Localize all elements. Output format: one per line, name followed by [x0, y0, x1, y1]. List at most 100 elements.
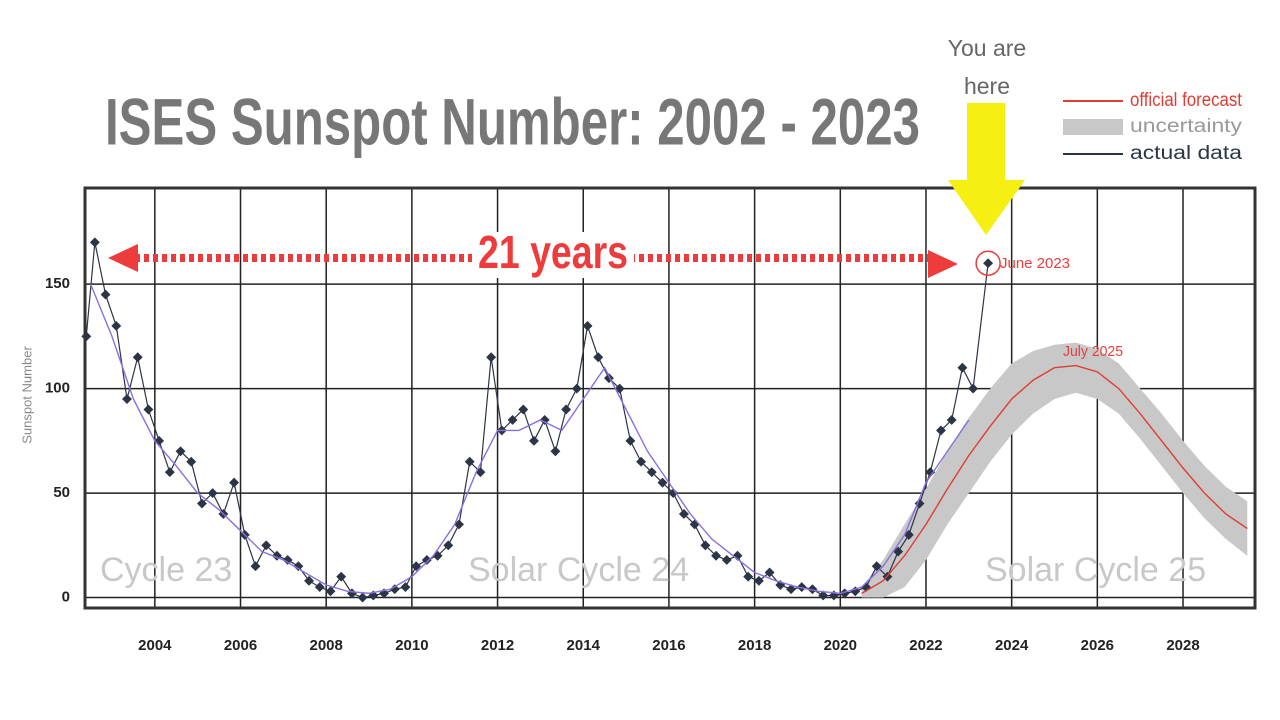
data-point: [807, 584, 818, 595]
data-point: [700, 540, 711, 551]
data-point: [539, 414, 550, 425]
x-tick-label: 2022: [909, 637, 942, 654]
data-point: [668, 488, 679, 499]
data-point: [983, 258, 994, 269]
plot-frame: [83, 186, 1257, 610]
data-point: [411, 561, 422, 572]
legend-label: actual data: [1130, 143, 1243, 164]
data-point: [711, 550, 722, 561]
x-tick-label: 2008: [310, 637, 343, 654]
data-point: [400, 582, 411, 593]
data-point: [957, 362, 968, 373]
y-tick-label: 100: [45, 380, 70, 397]
chart-title: ISES Sunspot Number: 2002 - 2023: [105, 84, 920, 158]
data-point: [197, 498, 207, 509]
current-circle: [975, 250, 1001, 276]
you-are-here-arrow: [948, 103, 1025, 235]
x-tick-label: 2006: [224, 637, 257, 654]
data-point: [421, 554, 432, 565]
data-point: [250, 561, 261, 572]
data-point: [357, 592, 368, 603]
data-point: [593, 352, 604, 363]
data-point: [261, 540, 272, 551]
data-point: [282, 554, 293, 565]
data-point: [657, 477, 668, 488]
span-arrow-head: [108, 244, 138, 272]
legend-label: uncertainty: [1130, 116, 1243, 137]
data-point: [207, 488, 218, 499]
legend-label: official forecast: [1130, 90, 1243, 111]
data-point: [625, 435, 636, 446]
data-point: [89, 237, 100, 248]
x-tick-label: 2028: [1166, 637, 1199, 654]
data-point: [143, 404, 154, 415]
data-point: [903, 529, 914, 540]
data-point: [100, 289, 111, 300]
data-point: [946, 414, 957, 425]
data-point: [968, 383, 979, 394]
data-point: [753, 575, 764, 586]
data-point: [786, 584, 796, 595]
span-label: 21 years: [478, 226, 628, 278]
data-point: [571, 383, 582, 394]
data-point: [550, 446, 561, 457]
x-tick-label: 2016: [652, 637, 685, 654]
x-tick-label: 2026: [1081, 637, 1114, 654]
data-point: [111, 320, 122, 331]
data-point: [764, 567, 775, 578]
data-point: [164, 467, 175, 478]
series-line: [85, 242, 989, 599]
series-line: [89, 283, 970, 595]
x-tick-label: 2014: [567, 637, 601, 654]
current-label: June 2023: [1000, 255, 1070, 272]
x-tick-label: 2012: [481, 637, 514, 654]
data-point: [871, 561, 882, 572]
peak-label: July 2025: [1063, 343, 1123, 360]
data-point: [678, 509, 689, 519]
data-point: [818, 590, 829, 601]
data-point: [122, 394, 132, 404]
data-point: [582, 320, 593, 331]
data-point: [925, 467, 936, 478]
span-arrow-head: [928, 250, 958, 278]
y-axis-label: Sunspot Number: [19, 346, 34, 444]
data-point: [336, 571, 347, 582]
data-point: [646, 467, 657, 478]
cycle-label: Solar Cycle 24: [468, 551, 689, 589]
x-tick-label: 2010: [395, 637, 428, 654]
series-line: [861, 364, 1248, 594]
data-point: [732, 550, 743, 561]
data-point: [464, 456, 475, 467]
cycle-label: Solar Cycle 25: [985, 551, 1206, 589]
data-point: [529, 435, 539, 446]
cycle-label: Cycle 23: [100, 551, 232, 589]
data-point: [743, 571, 754, 582]
data-point: [132, 352, 143, 363]
you-are-here: You are: [948, 35, 1026, 61]
data-point: [636, 456, 647, 467]
data-point: [443, 540, 454, 551]
y-tick-label: 150: [45, 275, 70, 292]
y-tick-label: 50: [53, 484, 70, 501]
data-point: [293, 561, 304, 572]
data-point: [561, 404, 572, 415]
x-tick-label: 2024: [995, 637, 1029, 654]
data-point: [796, 582, 807, 593]
data-point: [314, 582, 325, 593]
data-point: [486, 352, 497, 363]
data-point: [454, 519, 464, 530]
x-tick-label: 2004: [138, 637, 172, 654]
uncertainty-band: [861, 342, 1248, 598]
data-point: [507, 414, 518, 425]
y-tick-label: 0: [62, 589, 70, 606]
x-tick-label: 2020: [824, 637, 857, 654]
data-point: [325, 586, 336, 597]
span-label-bg: [472, 232, 634, 278]
data-point: [721, 554, 732, 565]
data-point: [304, 575, 315, 586]
you-are-here: here: [964, 73, 1010, 99]
data-point: [936, 425, 946, 436]
data-point: [389, 584, 400, 595]
data-point: [229, 477, 240, 488]
